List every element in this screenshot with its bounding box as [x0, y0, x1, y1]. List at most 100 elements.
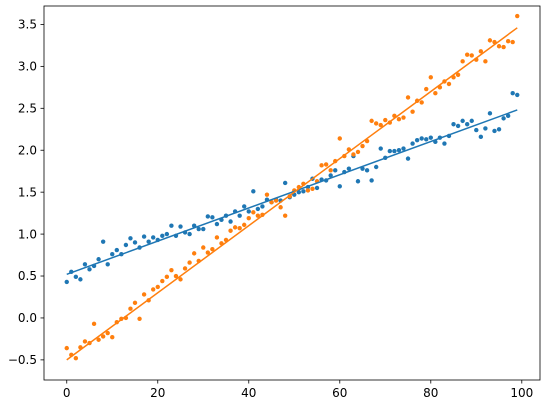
fit-line-series-2: [66, 27, 518, 361]
data-point: [73, 356, 79, 361]
data-point: [378, 146, 383, 151]
data-point: [401, 115, 406, 120]
data-point: [510, 39, 515, 45]
data-point: [455, 123, 461, 129]
data-point: [100, 334, 106, 339]
y-tick-label: 2.0: [18, 143, 37, 157]
x-tick-label: 100: [510, 386, 533, 400]
data-point: [228, 228, 233, 233]
data-point: [401, 146, 406, 151]
x-tick-label: 80: [423, 386, 438, 400]
axes-frame: [43, 5, 541, 381]
data-point: [419, 136, 424, 141]
data-point: [383, 117, 388, 123]
data-point: [160, 278, 165, 284]
data-point: [210, 246, 215, 252]
data-point: [242, 222, 247, 228]
data-point: [201, 226, 206, 232]
y-tick-label: 0.5: [18, 269, 37, 283]
data-point: [501, 116, 506, 121]
data-point: [310, 186, 315, 192]
data-point: [464, 122, 470, 127]
data-point: [323, 162, 329, 167]
data-point: [492, 128, 497, 134]
data-point: [469, 118, 474, 124]
data-point: [132, 300, 138, 306]
data-point: [396, 117, 402, 122]
data-point: [414, 137, 420, 143]
data-point: [100, 239, 106, 244]
data-point: [455, 72, 461, 77]
data-point: [255, 206, 261, 212]
data-point: [451, 122, 456, 127]
data-point: [446, 81, 452, 87]
y-tick-label: 3.5: [18, 18, 37, 32]
data-point: [387, 148, 393, 154]
data-point: [460, 59, 465, 64]
data-point: [282, 213, 288, 218]
data-point: [237, 213, 242, 218]
data-point: [487, 111, 493, 116]
data-point: [128, 306, 133, 311]
data-point: [483, 59, 488, 64]
data-point: [360, 143, 365, 149]
data-point: [82, 262, 88, 267]
data-point: [141, 234, 147, 239]
data-point: [337, 136, 342, 141]
data-point: [460, 118, 465, 124]
data-point: [205, 250, 211, 255]
data-point: [91, 321, 97, 327]
data-point: [364, 168, 370, 173]
data-point: [178, 277, 183, 282]
data-point: [442, 141, 447, 146]
data-point: [273, 198, 279, 203]
data-point: [78, 277, 83, 282]
data-point: [151, 235, 156, 240]
y-tick-label: 2.5: [18, 102, 37, 116]
data-point: [378, 122, 383, 128]
data-point: [110, 252, 115, 257]
data-point: [264, 192, 270, 197]
data-point: [187, 260, 192, 265]
data-point: [469, 53, 474, 58]
data-point: [433, 91, 438, 96]
data-point: [505, 113, 511, 119]
data-point: [419, 100, 424, 105]
data-point: [196, 226, 201, 232]
data-point: [355, 149, 361, 155]
data-point: [369, 178, 374, 183]
data-point: [251, 189, 256, 194]
data-point: [191, 251, 197, 256]
x-tick-label: 0: [63, 386, 71, 400]
data-point: [132, 240, 138, 245]
data-point: [151, 287, 156, 292]
data-point: [501, 44, 506, 50]
data-point: [214, 221, 220, 227]
data-point: [169, 267, 174, 273]
data-point: [160, 233, 165, 238]
data-point: [164, 231, 170, 237]
data-point: [141, 292, 147, 297]
data-point: [210, 215, 215, 220]
data-point: [137, 316, 142, 321]
data-point: [305, 188, 311, 193]
fit-line-series-1: [66, 109, 518, 276]
data-point: [251, 210, 256, 215]
data-point: [214, 235, 220, 240]
data-point: [278, 205, 283, 210]
data-point: [346, 166, 352, 171]
data-point: [269, 200, 274, 205]
series-2: [64, 13, 520, 361]
x-tick-label: 60: [332, 386, 347, 400]
data-point: [96, 257, 101, 262]
y-tick-label: 3.0: [18, 60, 37, 74]
data-point: [369, 118, 374, 124]
data-point: [510, 91, 515, 96]
data-point: [237, 226, 242, 231]
data-point: [515, 13, 520, 19]
data-point: [155, 284, 160, 290]
data-point: [428, 75, 433, 80]
x-tick-label: 40: [241, 386, 256, 400]
data-point: [355, 179, 361, 184]
data-point: [410, 141, 415, 146]
